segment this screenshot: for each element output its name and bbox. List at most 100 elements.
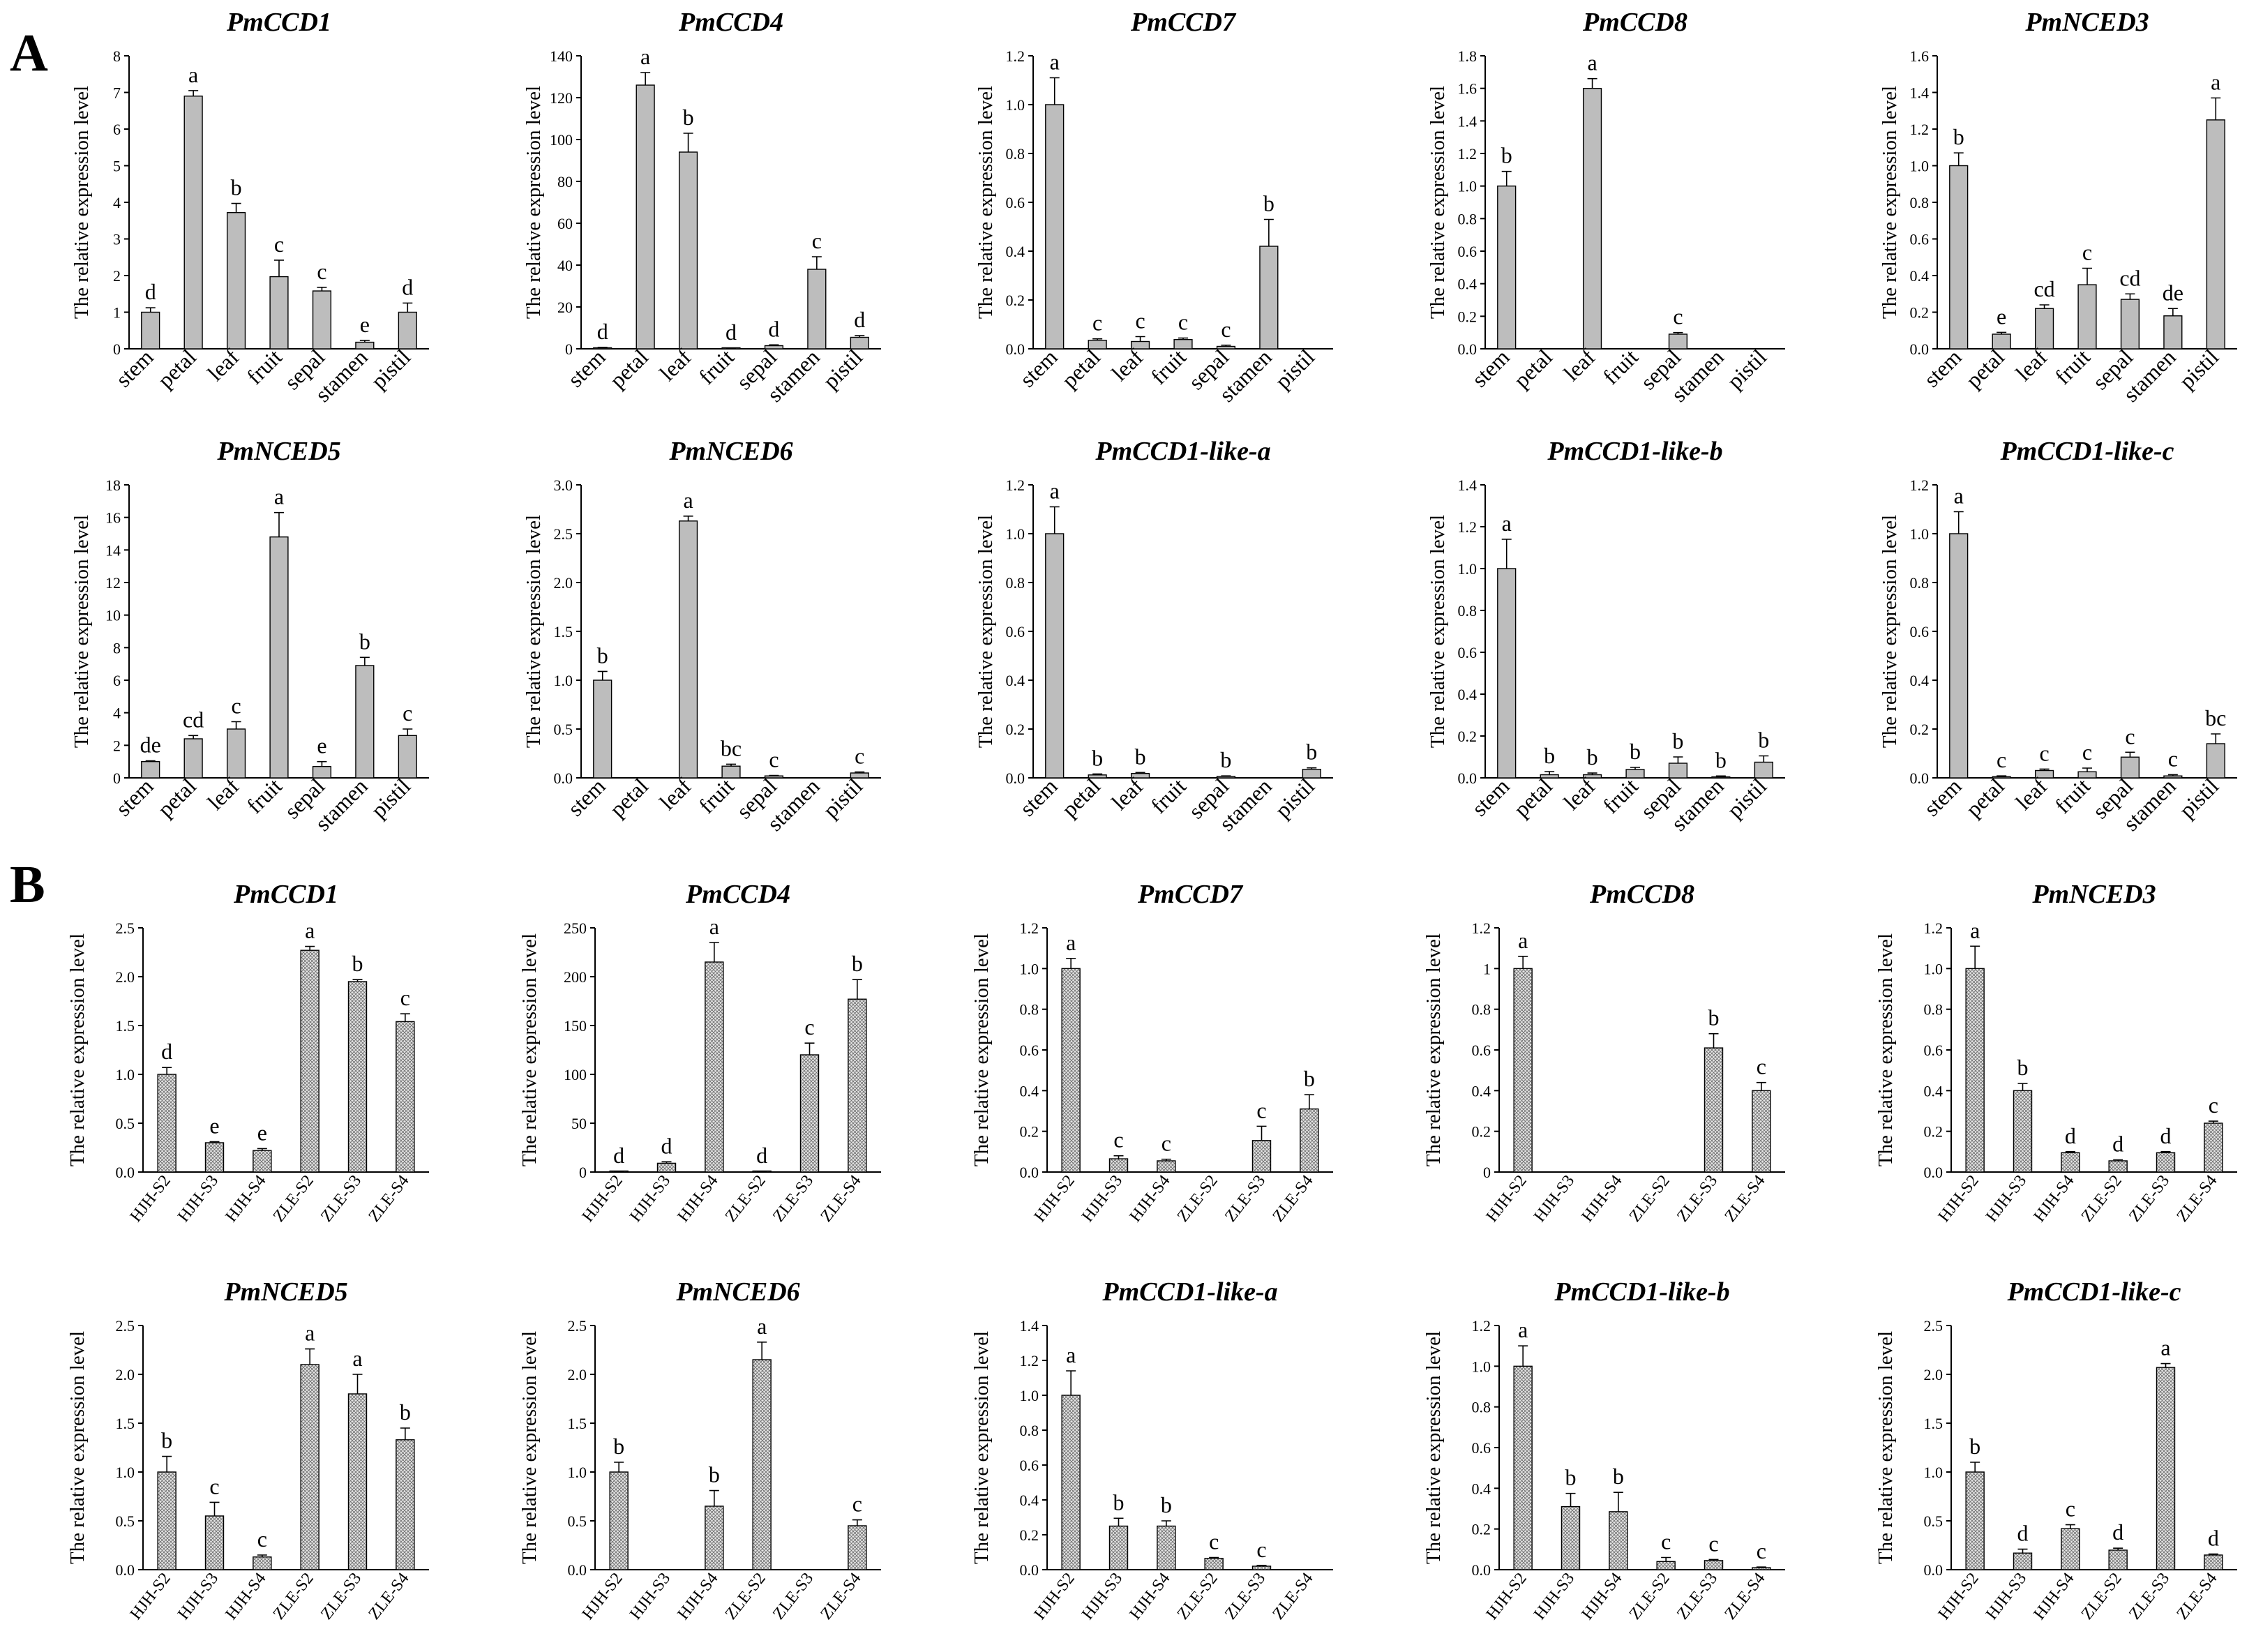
significance-letter: b: [400, 1399, 411, 1425]
chart-b-pmccd4: PmCCD4 The relative expression level 0 50 10…: [452, 858, 904, 1252]
y-tick-label: 0.8: [1910, 194, 1930, 211]
error-bar: [162, 1455, 172, 1472]
y-tick-label: 0.4: [1006, 243, 1025, 260]
error-bar: [2208, 1120, 2218, 1123]
y-axis-label: The relative expression level: [1422, 933, 1445, 1166]
x-tick-label: leaf: [654, 773, 696, 815]
y-tick-label: 3.0: [554, 476, 573, 494]
significance-letter: cd: [183, 707, 204, 732]
significance-letter: b: [1092, 745, 1103, 770]
bar: [1668, 763, 1688, 779]
y-tick-label: 1.2: [1006, 476, 1025, 494]
x-tick-label: HJH-S4: [222, 1570, 269, 1623]
chart-b-pmnced6: PmNCED6 The relative expression level 0.0 0…: [452, 1256, 904, 1650]
significance-letter: c: [317, 259, 326, 284]
y-axis-label: The relative expression level: [1879, 86, 1901, 319]
significance-letter: c: [1673, 304, 1683, 329]
bar: [2156, 1367, 2176, 1570]
chart-b-pmnced3: PmNCED3 The relative expression level 0.0 0…: [1808, 858, 2260, 1252]
x-tick-label: leaf: [1558, 344, 1600, 386]
y-tick-label: 60: [557, 215, 573, 232]
error-bar: [1997, 331, 2007, 334]
significance-letter: a: [1518, 1317, 1528, 1342]
error-bar: [614, 1171, 624, 1172]
error-bar: [2125, 293, 2135, 300]
error-bar: [1135, 772, 1145, 774]
error-bar: [1113, 1517, 1124, 1526]
chart-title: PmCCD1-like-a: [1095, 437, 1270, 466]
y-tick-label: 0.8: [1924, 1001, 1944, 1019]
chart-a-pmccd4: PmCCD4 The relative expression level 0 20 40…: [452, 0, 904, 426]
x-tick-label: leaf: [1558, 773, 1600, 815]
significance-letter: b: [1161, 1492, 1172, 1517]
y-tick-label: 1.0: [1910, 158, 1930, 175]
x-tick-label: petal: [1509, 773, 1558, 822]
y-tick-label: 0.4: [1910, 267, 1930, 285]
error-bar: [1161, 1158, 1171, 1161]
y-tick-label: 50: [571, 1115, 587, 1132]
chart-title: PmNCED3: [2024, 8, 2149, 37]
chart-a-pmccd1-like-c: PmCCD1-like-c The relative expression lev…: [1808, 429, 2260, 855]
error-bar: [209, 1501, 220, 1516]
y-tick-label: 2.5: [568, 1317, 587, 1335]
y-tick-label: 2.5: [554, 525, 573, 543]
significance-letter: b: [1501, 143, 1512, 168]
bar: [398, 735, 417, 779]
x-tick-label: leaf: [202, 773, 244, 815]
bar: [141, 760, 160, 779]
y-axis-label: The relative expression level: [70, 86, 93, 319]
y-tick-label: 0.0: [1924, 1561, 1944, 1579]
chart-svg: PmCCD1-like-a The relative expression lev…: [975, 437, 1333, 836]
error-bar: [1587, 772, 1597, 775]
significance-letter: b: [1304, 1066, 1315, 1091]
bar: [396, 1439, 415, 1570]
significance-letter: a: [305, 1321, 315, 1346]
significance-letter: b: [613, 1434, 624, 1459]
bar: [1088, 774, 1107, 779]
chart-title: PmNCED6: [675, 1277, 799, 1307]
error-bar: [855, 335, 865, 338]
y-tick-label: 0.2: [1006, 721, 1025, 738]
y-tick-label: 16: [105, 509, 121, 527]
x-tick-label: pistil: [1722, 344, 1772, 393]
y-tick-label: 0.6: [1020, 1042, 1039, 1059]
chart-a-pmccd1-like-a: PmCCD1-like-a The relative expression lev…: [904, 429, 1356, 855]
y-tick-label: 1.5: [116, 1017, 135, 1035]
error-bar: [1221, 344, 1231, 347]
y-tick-label: 0.4: [1458, 686, 1478, 703]
error-bar: [2211, 733, 2221, 744]
error-bar: [352, 1374, 363, 1394]
error-bar: [1630, 767, 1640, 769]
x-tick-label: ZLE-S3: [317, 1570, 365, 1623]
bar: [1561, 1505, 1581, 1570]
significance-letter: b: [1113, 1489, 1125, 1515]
error-bar: [305, 945, 315, 951]
chart-svg: PmCCD8 The relative expression level 0 0.2 0…: [1422, 880, 1785, 1226]
chart-b-pmccd1-like-c: PmCCD1-like-c The relative expression lev…: [1808, 1256, 2260, 1650]
error-bar: [804, 1042, 815, 1055]
y-tick-label: 0.8: [1458, 602, 1478, 620]
error-bar: [305, 1348, 315, 1365]
significance-letter: a: [305, 918, 315, 943]
significance-letter: c: [231, 693, 241, 719]
error-bar: [1759, 755, 1769, 763]
y-tick-label: 10: [105, 607, 121, 624]
error-bar: [2160, 1362, 2171, 1368]
significance-letter: d: [725, 320, 737, 345]
error-bar: [317, 760, 327, 767]
x-tick-label: HJH-S4: [2030, 1172, 2077, 1226]
bar: [2034, 308, 2054, 350]
chart-title: PmCCD1-like-a: [1102, 1277, 1277, 1307]
significance-letter: b: [852, 951, 863, 976]
x-tick-label: pistil: [1270, 344, 1320, 393]
chart-svg: PmCCD4 The relative expression level 0 50 10…: [518, 880, 881, 1226]
y-tick-label: 0.4: [1006, 672, 1025, 689]
x-tick-label: ZLE-S2: [270, 1570, 317, 1623]
significance-letter: c: [769, 747, 779, 772]
significance-letter: b: [1135, 744, 1146, 769]
x-tick-label: ZLE-S4: [365, 1172, 412, 1226]
x-tick-label: pistil: [1722, 773, 1772, 823]
y-axis-label: The relative expression level: [1422, 1331, 1445, 1564]
bar: [1251, 1140, 1272, 1173]
y-tick-label: 1.4: [1458, 112, 1478, 130]
